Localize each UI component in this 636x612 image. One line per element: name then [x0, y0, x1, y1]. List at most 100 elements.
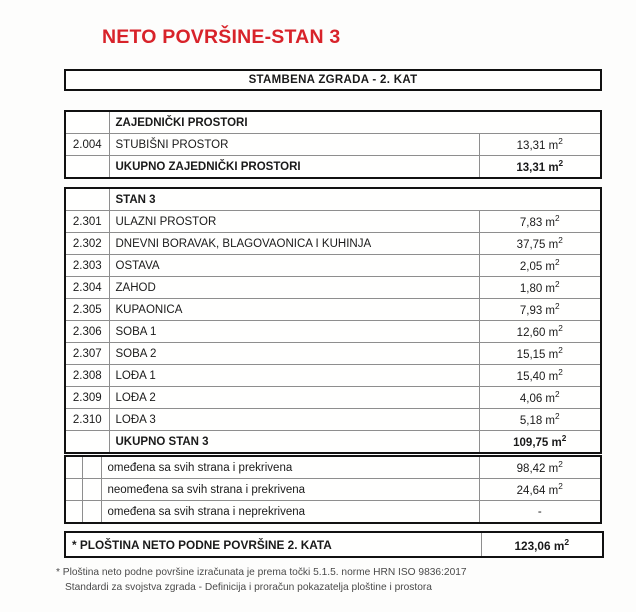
row-name: OSTAVA — [108, 254, 480, 277]
table-row: 2.304 ZAHOD 1,80 m2 — [64, 276, 602, 299]
row-value: 4,06 m2 — [478, 386, 602, 409]
flat-areas-table: STAN 3 2.301 ULAZNI PROSTOR 7,83 m2 2.302 DNE… — [64, 187, 603, 454]
row-value: 98,42 m2 — [478, 455, 602, 479]
total-value: 13,31 m2 — [478, 155, 602, 179]
area-value-text: 12,60 m — [516, 326, 559, 339]
row-value: 13,31 m2 — [478, 133, 602, 156]
row-value: 7,93 m2 — [478, 298, 602, 321]
area-value-text: 37,75 m — [516, 238, 559, 251]
table-row: 2.307 SOBA 2 15,15 m2 — [64, 342, 602, 365]
total-spacer — [64, 155, 110, 179]
row-value: 7,83 m2 — [478, 210, 602, 233]
area-value-text: 7,83 m — [519, 216, 556, 229]
row-name: STUBIŠNI PROSTOR — [108, 133, 480, 156]
row-name: ZAHOD — [108, 276, 480, 299]
unit-exponent: 2 — [558, 368, 563, 378]
area-value-text: 98,42 m — [516, 462, 559, 475]
area-value-text: 5,18 m — [519, 414, 556, 427]
unit-exponent: 2 — [558, 159, 564, 169]
common-areas-body: ZAJEDNIČKI PROSTORI 2.004 STUBIŠNI PROSTOR… — [64, 110, 602, 179]
row-value: 15,15 m2 — [478, 342, 602, 365]
total-label: UKUPNO STAN 3 — [108, 430, 480, 454]
total-label: UKUPNO ZAJEDNIČKI PROSTORI — [108, 155, 480, 179]
row-code-2.004: 2.004 — [64, 133, 110, 156]
row-code-2.310: 2.310 — [64, 408, 110, 431]
unit-exponent: 2 — [558, 324, 563, 334]
grand-total-value: 123,06 m2 — [480, 531, 603, 558]
total-value: 109,75 m2 — [478, 430, 602, 454]
row-value: 1,80 m2 — [478, 276, 602, 299]
row-name: SOBA 2 — [108, 342, 480, 365]
row-value: - — [478, 500, 602, 524]
swatch-pink — [81, 500, 102, 524]
grand-total-row: * PLOŠTINA NETO PODNE POVRŠINE 2. KATA 1… — [65, 531, 603, 558]
row-name: DNEVNI BORAVAK, BLAGOVAONICA I KUHINJA — [108, 232, 480, 255]
area-value-text: 1,80 m — [519, 282, 556, 295]
row-value: 37,75 m2 — [478, 232, 602, 255]
unit-exponent: 2 — [558, 236, 563, 246]
area-type-summary-table: omeđena sa svih strana i prekrivena 98,42… — [64, 455, 602, 524]
table-row: omeđena sa svih strana i neprekrivena - — [64, 500, 602, 524]
row-code-2.303: 2.303 — [64, 254, 110, 277]
table-row: 2.306 SOBA 1 12,60 m2 — [64, 320, 602, 343]
area-value-text: 109,75 m — [513, 436, 562, 449]
swatch-pink — [81, 455, 102, 479]
area-value-text: 4,06 m — [519, 392, 556, 405]
building-floor-banner: STAMBENA ZGRADA - 2. KAT — [64, 69, 602, 91]
grand-total-value-text: 123,06 m — [514, 538, 565, 553]
row-name: LOĐA 3 — [108, 408, 480, 431]
total-row: UKUPNO ZAJEDNIČKI PROSTORI 13,31 m2 — [64, 155, 602, 179]
group-header-label: ZAJEDNIČKI PROSTORI — [108, 110, 602, 134]
area-value-text: - — [537, 505, 542, 518]
unit-exponent: 2 — [558, 460, 563, 470]
row-name: ULAZNI PROSTOR — [108, 210, 480, 233]
total-spacer — [64, 430, 110, 454]
swatch-green — [64, 500, 83, 524]
row-name: neomeđena sa svih strana i prekrivena — [100, 478, 480, 501]
unit-exponent: 2 — [555, 258, 560, 268]
table-row: neomeđena sa svih strana i prekrivena 24,… — [64, 478, 602, 501]
grand-total-label: * PLOŠTINA NETO PODNE POVRŠINE 2. KATA — [65, 531, 482, 558]
table-row: 2.308 LOĐA 1 15,40 m2 — [64, 364, 602, 387]
group-header-spacer — [64, 110, 110, 134]
row-value: 5,18 m2 — [478, 408, 602, 431]
footnote-line-1: * Ploština neto podne površine izračunat… — [56, 567, 467, 578]
row-code-2.302: 2.302 — [64, 232, 110, 255]
row-name: KUPAONICA — [108, 298, 480, 321]
swatch-green — [64, 455, 83, 479]
table-row: 2.004 STUBIŠNI PROSTOR 13,31 m2 — [64, 133, 602, 156]
row-value: 24,64 m2 — [478, 478, 602, 501]
unit-exponent: 2 — [555, 412, 560, 422]
area-value-text: 2,05 m — [519, 260, 556, 273]
total-row: UKUPNO STAN 3 109,75 m2 — [64, 430, 602, 454]
row-code-2.306: 2.306 — [64, 320, 110, 343]
group-header-row: ZAJEDNIČKI PROSTORI — [64, 110, 602, 134]
row-value: 12,60 m2 — [478, 320, 602, 343]
footnote-line-2: Standardi za svojstva zgrada - Definicij… — [65, 581, 432, 593]
area-type-summary-body: omeđena sa svih strana i prekrivena 98,42… — [64, 455, 602, 524]
row-name: omeđena sa svih strana i neprekrivena — [100, 500, 480, 524]
grand-total-table: * PLOŠTINA NETO PODNE POVRŠINE 2. KATA 1… — [64, 531, 604, 558]
area-value-text: 15,15 m — [516, 348, 559, 361]
row-code-2.304: 2.304 — [64, 276, 110, 299]
table-row: 2.305 KUPAONICA 7,93 m2 — [64, 298, 602, 321]
table-row: 2.310 LOĐA 3 5,18 m2 — [64, 408, 602, 431]
table-row: 2.302 DNEVNI BORAVAK, BLAGOVAONICA I KUHI… — [64, 232, 602, 255]
group-header-spacer — [64, 187, 110, 211]
page-title: NETO POVRŠINE-STAN 3 — [102, 26, 341, 48]
row-code-2.308: 2.308 — [64, 364, 110, 387]
footnote: * Ploština neto podne površine izračunat… — [56, 566, 576, 595]
area-value-text: 13,31 m — [516, 139, 559, 152]
group-header-row: STAN 3 — [64, 187, 602, 211]
row-code-2.301: 2.301 — [64, 210, 110, 233]
table-row: 2.301 ULAZNI PROSTOR 7,83 m2 — [64, 210, 602, 233]
unit-exponent: 2 — [555, 214, 560, 224]
row-code-2.309: 2.309 — [64, 386, 110, 409]
group-header-label: STAN 3 — [108, 187, 602, 211]
row-name: LOĐA 1 — [108, 364, 480, 387]
row-code-2.305: 2.305 — [64, 298, 110, 321]
unit-exponent: 2 — [558, 137, 563, 147]
building-floor-label: STAMBENA ZGRADA - 2. KAT — [248, 74, 418, 86]
flat-areas-body: STAN 3 2.301 ULAZNI PROSTOR 7,83 m2 2.302 DNE… — [64, 187, 602, 454]
table-row: 2.309 LOĐA 2 4,06 m2 — [64, 386, 602, 409]
